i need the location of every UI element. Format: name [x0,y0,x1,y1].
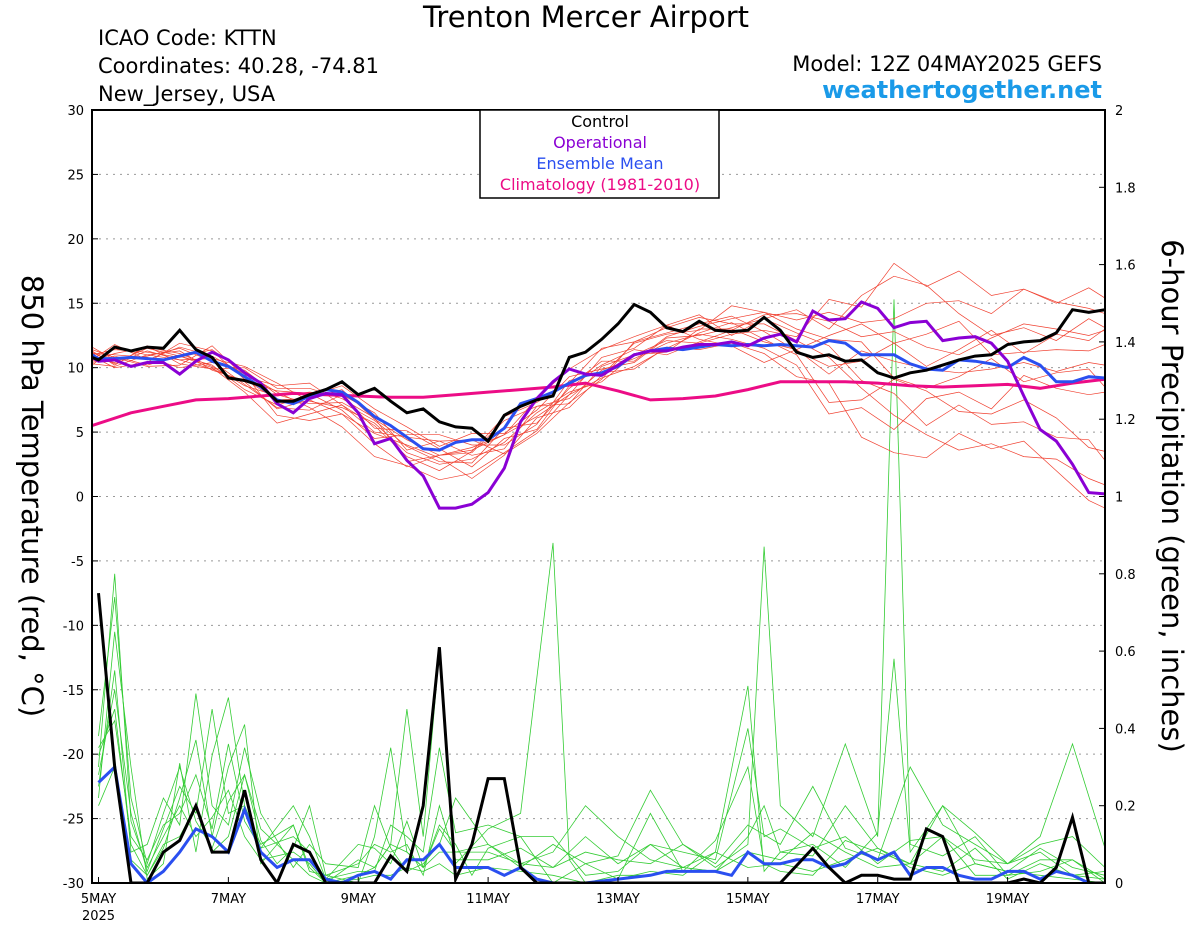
y-tick-label-left: 10 [67,362,84,377]
y-tick-label-left: 15 [67,297,84,312]
temp-member-line [92,262,1105,465]
temp-member-line [92,333,1105,456]
temp-control-line [92,302,1105,444]
site-link[interactable]: weathertogether.net [822,76,1102,104]
temp-member-line [92,318,1105,461]
climatology-line [92,377,1105,428]
x-tick-sublabel: 2025 [82,909,115,924]
y-tick-label-right: 2 [1115,104,1123,119]
chart-title: Trenton Mercer Airport [422,0,749,34]
legend: Control Operational Ensemble Mean Climatolo… [479,109,720,199]
y-tick-label-right: 1.6 [1115,259,1136,274]
x-tick-label: 19MAY [986,892,1030,907]
y-tick-label-right: 0.8 [1115,568,1136,583]
x-tick-label: 9MAY [341,892,376,907]
temp-member-line [92,317,1105,486]
legend-entry: Control [571,112,629,131]
y-tick-label-left: -10 [63,619,84,634]
x-tick-label: 17MAY [856,892,900,907]
y-tick-label-right: 1 [1115,491,1123,506]
precip-member-line [98,631,1105,880]
y-tick-label-right: 1.4 [1115,336,1136,351]
coordinates: Coordinates: 40.28, -74.81 [98,54,379,78]
y-tick-label-left: -15 [63,684,84,699]
y-tick-label-right: 0.2 [1115,800,1136,815]
x-tick-label: 15MAY [726,892,770,907]
y-tick-label-left: 0 [76,491,84,506]
y-tick-label-right: 0 [1115,877,1123,892]
y-tick-label-left: 30 [67,104,84,119]
region: New_Jersey, USA [98,82,276,106]
legend-entry: Climatology (1981-2010) [500,175,700,194]
y-tick-label-right: 0.4 [1115,722,1136,737]
y-tick-label-left: -5 [71,555,84,570]
icao-code: ICAO Code: KTTN [98,26,277,50]
y-tick-label-left: -30 [63,877,84,892]
x-tick-label: 11MAY [466,892,510,907]
temp-member-line [92,328,1105,456]
temp-member-line [92,322,1105,481]
temp-member-line [92,320,1105,463]
temp-member-line [92,311,1105,468]
model-run: Model: 12Z 04MAY2025 GEFS [792,52,1102,76]
y-tick-label-left: 20 [67,233,84,248]
x-tick-label: 5MAY [81,892,116,907]
y-tick-label-left: -20 [63,748,84,763]
precip-member-line [98,719,1105,880]
temp-member-line [92,313,1105,464]
legend-box [479,109,720,199]
y-tick-label-right: 0.6 [1115,645,1136,660]
precip-member-line [98,573,1105,883]
y-tick-label-left: -25 [63,813,84,828]
legend-entry: Ensemble Mean [536,154,663,173]
y-tick-label-left: 25 [67,168,84,183]
plot-series [92,262,1105,883]
temp-operational-line [92,300,1105,510]
y-tick-label-right: 1.8 [1115,181,1136,196]
x-tick-label: 7MAY [211,892,246,907]
y-tick-label-left: 5 [76,426,84,441]
y-tick-label-right: 1.2 [1115,413,1136,428]
precip-member-line [98,596,1105,883]
precip-control-line [97,592,1105,883]
legend-entry: Operational [553,133,647,152]
temp-ensemble-mean-line [92,339,1105,452]
x-tick-label: 13MAY [596,892,640,907]
temp-member-line [92,315,1105,455]
temp-member-line [92,275,1105,468]
precip-member-line [98,689,1105,877]
